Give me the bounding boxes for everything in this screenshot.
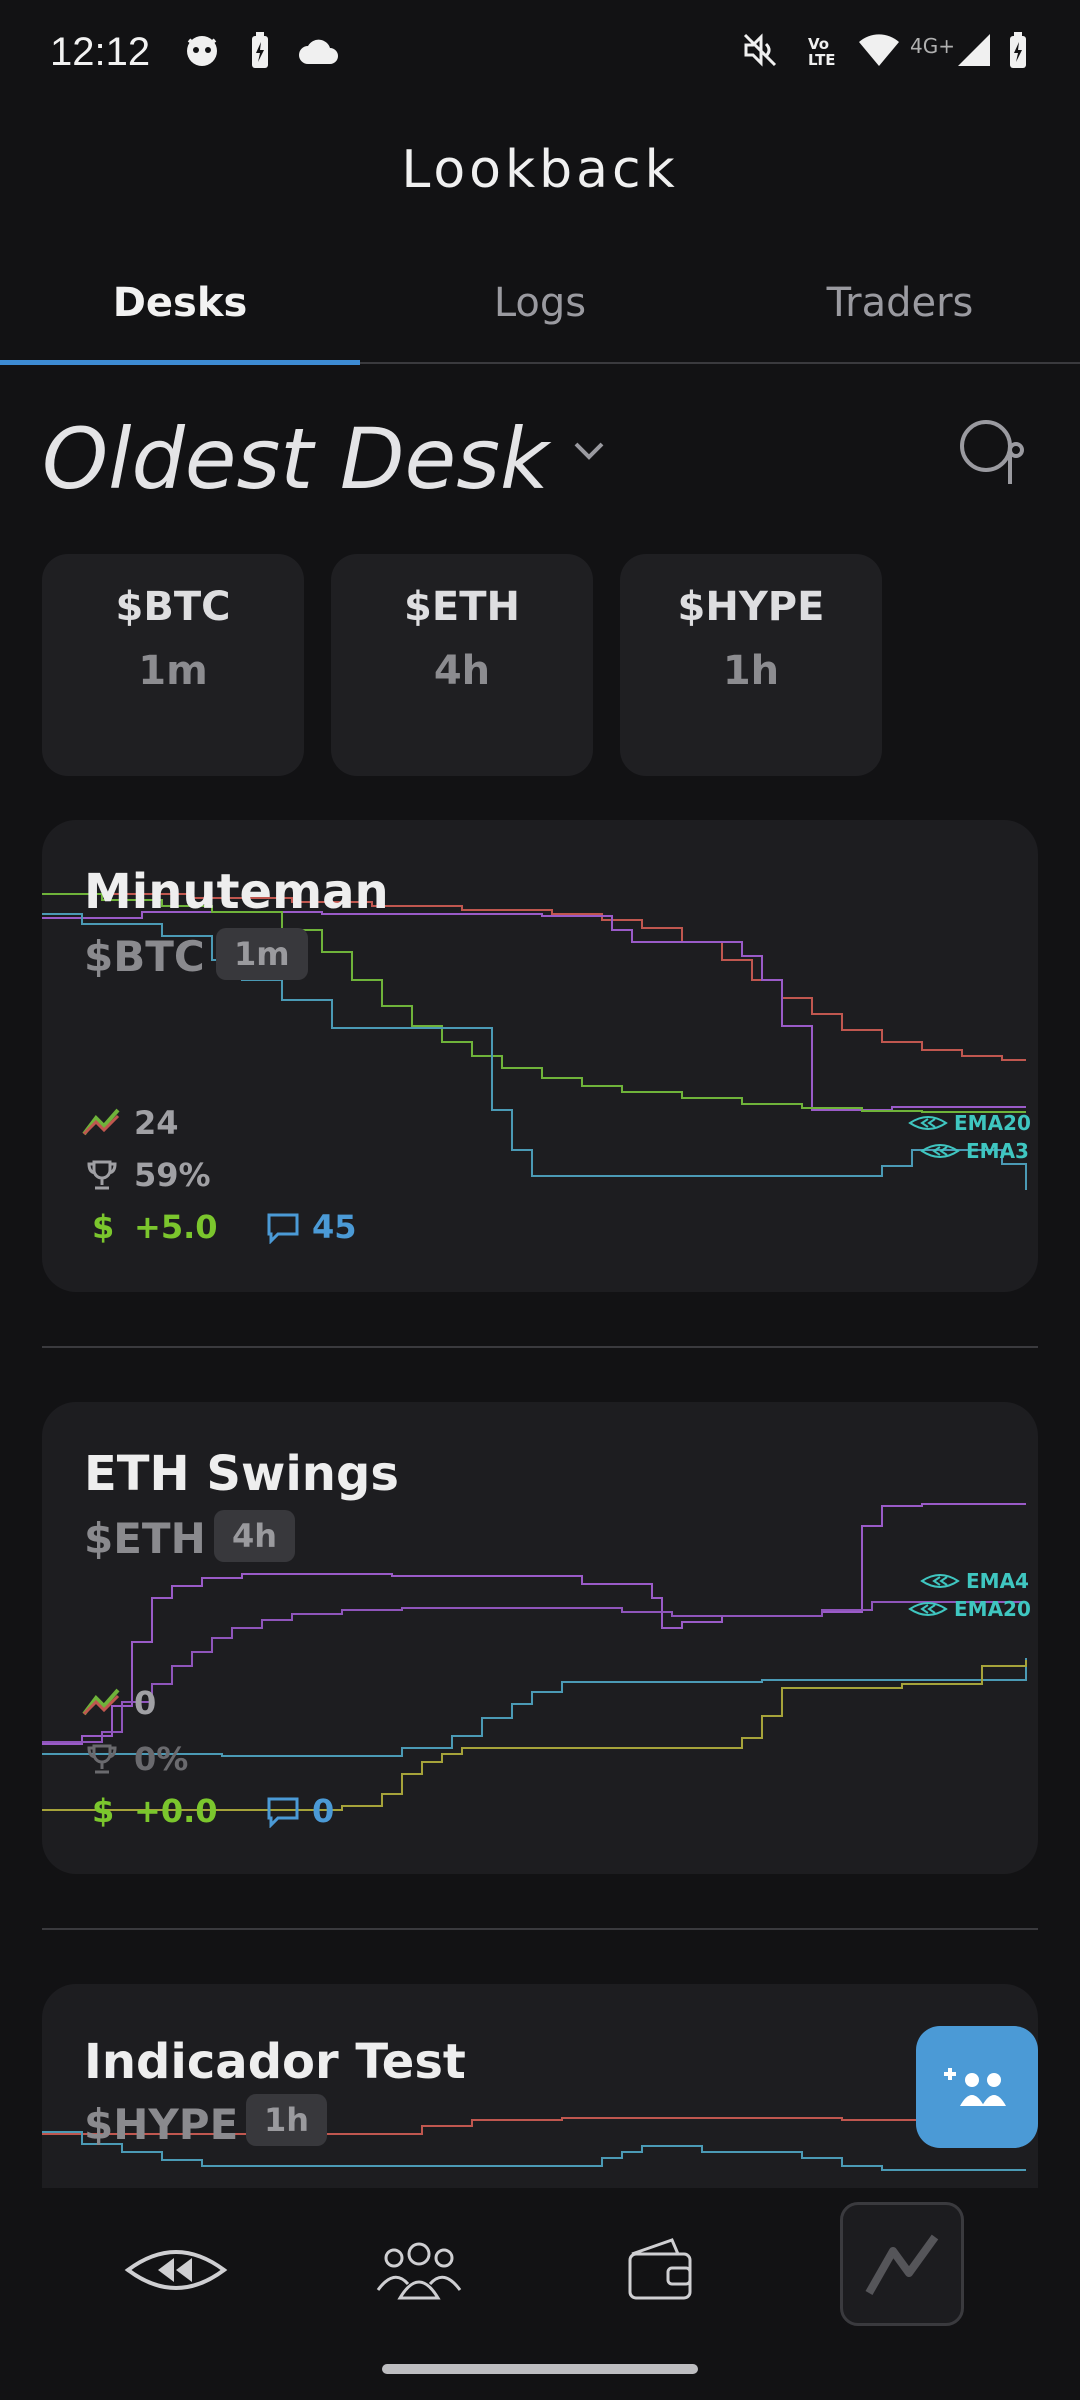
ticker-timeframe: 4h	[433, 648, 491, 694]
ticker-symbol: $ETH	[404, 584, 520, 630]
pnl-value: +0.0	[134, 1792, 218, 1830]
tab-desks[interactable]: Desks	[112, 280, 248, 326]
battery-saver-icon	[252, 32, 268, 68]
ema-label: EMA4	[966, 1569, 1029, 1593]
ticker-timeframe: 1h	[722, 648, 780, 694]
volte-icon: Vo LTE	[808, 35, 836, 69]
divider	[42, 1346, 1038, 1348]
desk-title[interactable]: Oldest Desk	[42, 410, 549, 508]
trades-count: 0	[134, 1684, 157, 1722]
ema-line-blue	[42, 913, 1027, 1190]
ema-line-blue	[42, 2131, 1026, 2171]
divider	[42, 1928, 1038, 1930]
trend-icon	[82, 1688, 120, 1716]
card-title: Minuteman	[84, 864, 389, 920]
desk-card-eth-swings[interactable]: ETH Swings $ETH 4h EMA4 EMA20 0 0% $ +0.…	[42, 1402, 1038, 1874]
card-symbol: $HYPE	[84, 2100, 239, 2149]
tab-bar: Desks Logs Traders	[0, 260, 1080, 365]
status-bar: 12:12 Vo LTE 4G+	[0, 0, 1080, 115]
add-group-icon	[944, 2068, 1006, 2106]
ema-line-green	[42, 893, 1026, 1113]
ema-label: EMA20	[954, 1597, 1031, 1621]
eye-icon	[908, 1602, 948, 1616]
page-title: Lookback	[401, 140, 679, 200]
ticker-card-btc[interactable]: $BTC 1m	[42, 554, 304, 776]
wifi-icon	[859, 34, 899, 66]
home-indicator[interactable]	[382, 2364, 698, 2374]
card-title: Indicador Test	[84, 2034, 466, 2090]
dollar-icon: $	[92, 1792, 115, 1830]
dollar-icon: $	[92, 1208, 115, 1246]
win-rate: 59%	[134, 1156, 211, 1194]
desk-card-minuteman[interactable]: Minuteman $BTC 1m EMA20 EMA3 24 59% $ +5…	[42, 820, 1038, 1292]
ema-label: EMA20	[954, 1111, 1031, 1135]
ticker-timeframe: 1m	[138, 648, 208, 694]
status-time: 12:12	[50, 30, 151, 74]
trend-icon	[82, 1108, 120, 1136]
ema-label: EMA3	[966, 1139, 1029, 1163]
card-timeframe-badge: 1h	[246, 2094, 328, 2146]
chevron-down-icon[interactable]	[572, 440, 606, 462]
win-rate: 0%	[134, 1740, 189, 1778]
group-icon[interactable]	[374, 2240, 464, 2302]
signal-icon	[958, 34, 990, 66]
ema-line-blue	[42, 1658, 1027, 1757]
ema-line-yellow	[42, 1660, 1027, 1811]
nav-item-charts[interactable]	[840, 2202, 964, 2326]
ticker-symbol: $HYPE	[677, 584, 825, 630]
desk-card-indicador-test[interactable]: Indicador Test $HYPE 1h	[42, 1984, 1038, 2188]
eye-icon	[920, 1574, 960, 1588]
battery-icon	[1010, 32, 1026, 68]
ema-line-purple	[42, 911, 1026, 1111]
rewind-eye-icon[interactable]	[124, 2244, 228, 2296]
tab-indicator	[0, 360, 360, 365]
mute-icon	[743, 33, 777, 67]
comment-count: 0	[312, 1792, 335, 1830]
search-icon[interactable]	[958, 418, 1028, 488]
eye-icon	[908, 1116, 948, 1130]
sparkline-chart	[42, 893, 1027, 1190]
add-group-button[interactable]	[916, 2026, 1038, 2148]
sparkline-chart	[42, 1503, 1027, 1811]
ticker-card-eth[interactable]: $ETH 4h	[331, 554, 593, 776]
trophy-icon	[87, 1744, 117, 1774]
network-type-label: 4G+	[910, 34, 955, 58]
ema-line-purple-2	[42, 1601, 1026, 1743]
trophy-icon	[87, 1160, 117, 1190]
wallet-icon[interactable]	[626, 2236, 696, 2302]
tab-traders[interactable]: Traders	[826, 280, 974, 326]
eye-icon	[920, 1144, 960, 1158]
chart-line-icon	[865, 2234, 939, 2295]
comment-icon[interactable]	[266, 1796, 300, 1828]
card-symbol: $ETH	[84, 1514, 206, 1563]
comment-icon[interactable]	[266, 1212, 300, 1244]
cat-face-icon	[187, 36, 217, 66]
comment-count: 45	[312, 1208, 357, 1246]
ema-line-purple	[42, 1503, 1026, 1745]
trades-count: 24	[134, 1104, 179, 1142]
cloud-icon	[299, 39, 338, 64]
card-timeframe-badge: 1m	[216, 928, 308, 980]
ticker-symbol: $BTC	[115, 584, 231, 630]
ticker-card-hype[interactable]: $HYPE 1h	[620, 554, 882, 776]
pnl-value: +5.0	[134, 1208, 218, 1246]
ema-line-red	[42, 893, 1026, 1061]
card-symbol: $BTC	[84, 932, 205, 981]
tab-logs[interactable]: Logs	[493, 280, 587, 326]
card-title: ETH Swings	[84, 1446, 399, 1502]
card-timeframe-badge: 4h	[214, 1510, 296, 1562]
